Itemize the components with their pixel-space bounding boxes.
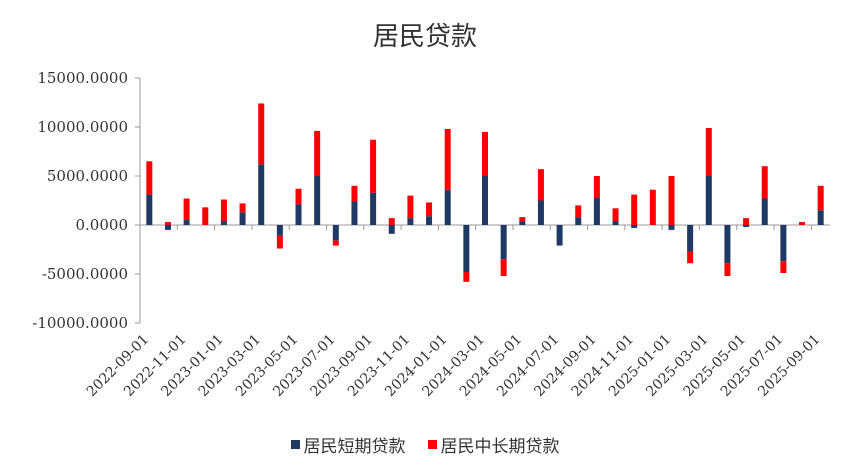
bar-short-term [258, 164, 265, 225]
bar-short-term [146, 194, 153, 225]
bar-long-term [426, 202, 433, 217]
bar-long-term [799, 222, 806, 225]
bar-short-term [780, 225, 787, 262]
bar-short-term [276, 225, 283, 236]
bar-short-term [314, 176, 321, 225]
bar-short-term [519, 221, 526, 225]
bar-short-term [351, 201, 358, 225]
legend-item-long-term: 居民中长期贷款 [427, 432, 560, 457]
bar-long-term [519, 217, 526, 222]
bar-long-term [482, 131, 488, 176]
bar-long-term [407, 195, 414, 219]
bar-long-term [537, 169, 544, 201]
bar-short-term [183, 220, 190, 225]
legend-label-long-term: 居民中长期贷款 [440, 437, 560, 457]
bar-short-term [556, 225, 563, 246]
y-tick-label: -5000.0000 [42, 265, 128, 283]
bar-long-term [761, 166, 768, 199]
y-tick-label: 15000.0000 [37, 69, 128, 87]
y-tick-label: 0.0000 [76, 216, 129, 234]
bar-short-term [500, 225, 507, 260]
bar-short-term [482, 176, 488, 225]
labels-layer: 15000.0000 10000.0000 5000.0000 0.0000 -5000… [32, 69, 823, 400]
bar-long-term [314, 130, 321, 176]
legend-swatch-short-term [290, 440, 300, 449]
bar-long-term [743, 218, 750, 225]
bar-short-term [687, 225, 694, 252]
bar-long-term [276, 235, 283, 249]
bar-long-term [370, 139, 377, 193]
bar-long-term [724, 263, 731, 276]
chart-title: 居民贷款 [372, 22, 477, 52]
bar-long-term [351, 185, 358, 202]
bar-short-term [295, 204, 302, 225]
bar-short-term [407, 218, 414, 225]
bar-long-term [649, 189, 656, 225]
bar-long-term [575, 205, 582, 218]
bar-long-term [612, 208, 619, 222]
bar-long-term [295, 188, 302, 205]
bar-long-term [258, 103, 265, 165]
bar-long-term [631, 194, 638, 225]
bar-short-term [724, 225, 731, 264]
bar-short-term [463, 225, 470, 273]
bar-short-term [370, 192, 377, 225]
bar-long-term [183, 198, 190, 221]
bar-long-term [146, 161, 153, 195]
bar-short-term [332, 225, 339, 241]
y-tick-label: 10000.0000 [37, 118, 128, 136]
bar-short-term [239, 212, 246, 225]
legend-item-short-term: 居民短期贷款 [290, 432, 406, 457]
bar-short-term [705, 176, 712, 225]
bar-short-term [575, 217, 582, 225]
bar-long-term [500, 259, 507, 276]
bar-short-term [817, 210, 824, 225]
legend-label-short-term: 居民短期贷款 [303, 437, 406, 457]
bar-long-term [202, 207, 209, 225]
bar-short-term [612, 221, 619, 225]
bar-short-term [537, 200, 544, 225]
bar-short-term [220, 221, 227, 225]
bar-long-term [239, 203, 246, 213]
bar-short-term [631, 225, 638, 228]
bar-long-term [817, 185, 824, 211]
y-tick-label: 5000.0000 [47, 167, 128, 185]
bar-long-term [705, 127, 712, 176]
bar-short-term [743, 225, 750, 227]
bar-long-term [780, 261, 787, 274]
bar-short-term [426, 216, 433, 225]
bar-long-term [668, 176, 675, 225]
legend-swatch-long-term [427, 440, 437, 449]
bar-short-term [444, 189, 451, 225]
bar-long-term [593, 176, 600, 198]
bar-long-term [332, 240, 339, 246]
bar-long-term [164, 222, 171, 225]
bars-layer [146, 103, 824, 282]
bar-short-term [593, 197, 600, 225]
bar-short-term [164, 225, 171, 230]
bar-short-term [761, 198, 768, 225]
bar-long-term [687, 251, 694, 264]
bar-long-term [388, 218, 395, 225]
bar-short-term [668, 225, 675, 230]
bar-short-term [388, 225, 395, 234]
bar-long-term [220, 199, 227, 222]
legend: 居民短期贷款 居民中长期贷款 [0, 432, 850, 457]
bar-long-term [463, 272, 470, 282]
y-tick-label: -10000.0000 [32, 314, 128, 332]
bar-long-term [444, 128, 451, 190]
